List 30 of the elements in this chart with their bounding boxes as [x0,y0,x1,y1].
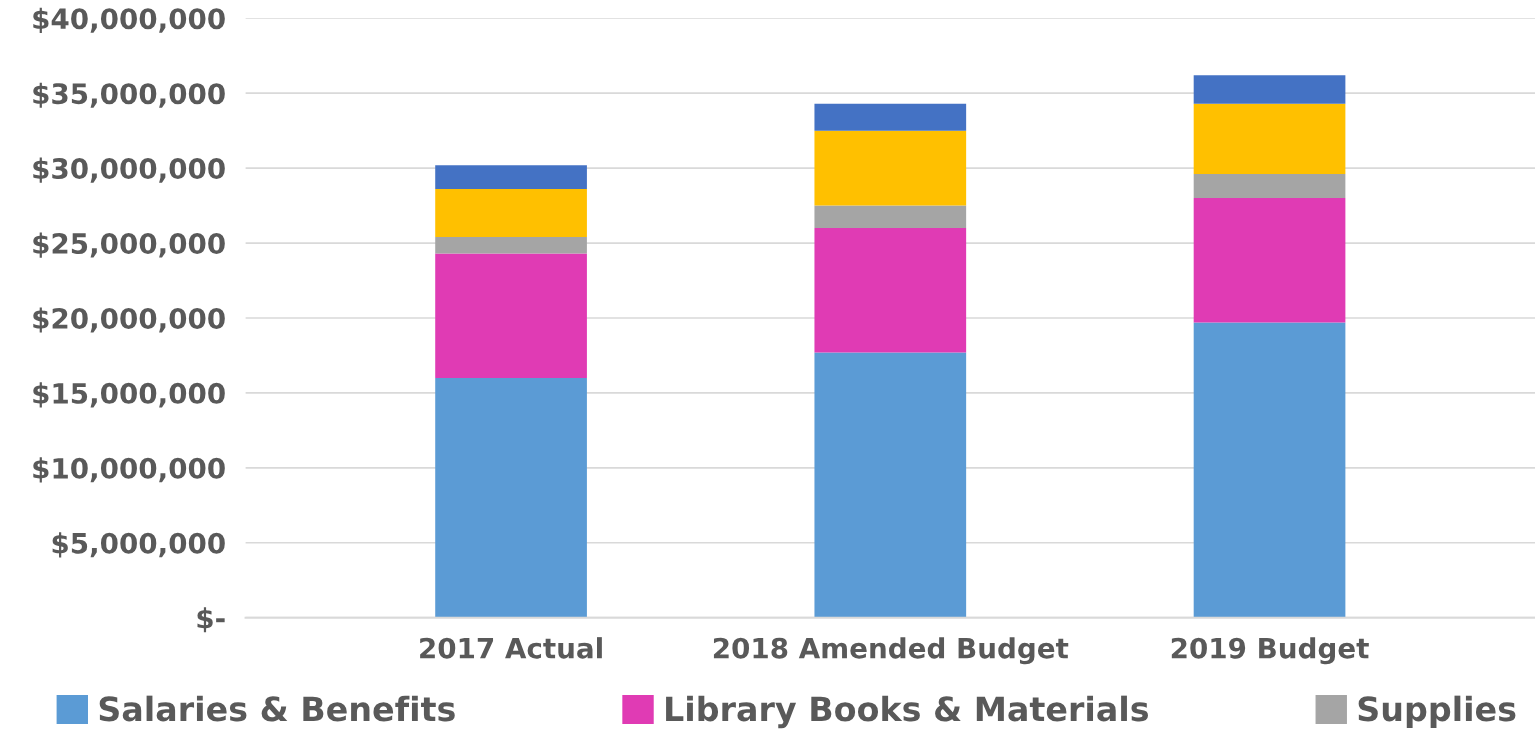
y-tick-label: $15,000,000 [33,382,225,408]
y-tick-label: $5,000,000 [52,532,225,558]
bar [814,103,967,131]
y-tick-label: $35,000,000 [33,82,225,108]
legend-label: Salaries & Benefits [99,695,455,722]
y-tick-label: $20,000,000 [33,307,225,333]
bar [435,165,587,190]
x-tick-label: 2017 Actual [420,637,602,659]
bar [435,253,587,378]
bar [814,228,967,353]
y-tick-label: $40,000,000 [33,7,225,33]
y-tick-label: $- [197,607,225,633]
y-tick-label: $30,000,000 [33,157,225,183]
x-tick-label: 2018 Amended Budget [713,637,1069,665]
bar [1193,75,1346,104]
bar [1193,198,1346,323]
bar [814,352,967,618]
bar [814,205,967,229]
bar [1193,322,1346,618]
x-tick-label: 2019 Budget [1171,637,1369,665]
bar [435,237,587,254]
bar [435,189,587,238]
bar [1193,103,1346,175]
bar [435,377,587,618]
bar [1193,174,1346,199]
y-tick-label: $10,000,000 [33,457,225,483]
bar [814,130,967,206]
legend-label: Library Books & Materials [666,695,1148,729]
legend-label: Supplies [1358,695,1516,728]
y-tick-label: $25,000,000 [33,232,225,258]
